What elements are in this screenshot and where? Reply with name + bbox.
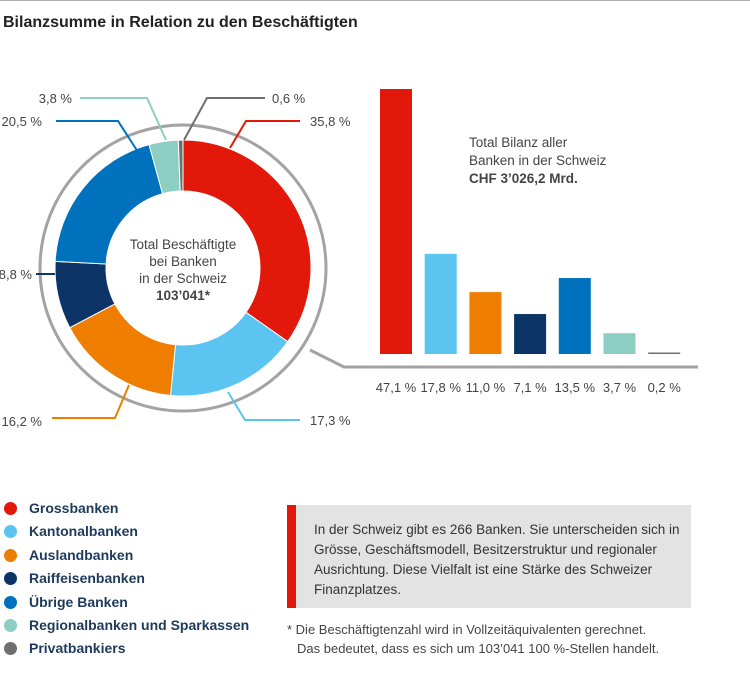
legend-swatch-icon (4, 572, 17, 586)
legend-swatch-icon (4, 525, 17, 539)
legend-swatch-icon (4, 595, 17, 609)
legend-swatch-icon (4, 502, 17, 515)
bar-value-label-7: 0,2 % (648, 380, 682, 395)
bar-value-label-3: 11,0 % (466, 380, 506, 395)
bar-annotation-line-2: Banken in der Schweiz (469, 153, 607, 168)
bar-5 (558, 278, 591, 354)
legend-swatch-icon (4, 642, 17, 656)
info-box-accent (287, 505, 296, 608)
donut-center-label-1: Total Beschäftigte (130, 237, 237, 252)
bar-1 (380, 89, 412, 354)
info-box: In der Schweiz gibt es 266 Banken. Sie u… (287, 505, 691, 608)
footnote-line-1: * Die Beschäftigtenzahl wird in Vollzeit… (287, 622, 647, 637)
legend-label: Übrige Banken (29, 593, 128, 610)
footnote-line-2: Das bedeutet, dass es sich um 103’041 10… (297, 641, 660, 656)
donut-value-label-2: 17,3 % (310, 413, 351, 428)
donut-outer-ring (38, 123, 328, 413)
leader-line-6 (80, 97, 167, 141)
donut-center-label-2: bei Banken (149, 254, 217, 269)
donut-center-label-4: 103’041* (156, 288, 211, 303)
bar-value-label-2: 17,8 % (420, 380, 461, 395)
bar-value-label-5: 13,5 % (555, 380, 596, 395)
donut-chart: 35,8 % 17,3 % 16,2 % 8,8 % 20,5 % 3,8 % 0,6 % T… (0, 91, 698, 429)
bar-6 (603, 333, 636, 354)
leader-line-1 (229, 120, 300, 149)
leader-line-7 (183, 97, 265, 141)
bar-3 (469, 292, 502, 354)
donut-value-label-6: 3,8 % (39, 91, 73, 106)
donut-slice-1 (182, 139, 312, 343)
info-text: In der Schweiz gibt es 266 Banken. Sie u… (314, 522, 680, 597)
donut-value-label-4: 8,8 % (0, 267, 32, 282)
donut-slice-7 (177, 139, 184, 192)
bar-7 (648, 352, 681, 354)
legend-swatch-icon (4, 618, 17, 632)
top-divider (0, 0, 750, 1)
legend-label: Kantonalbanken (29, 523, 138, 540)
donut-value-label-1: 35,8 % (310, 114, 351, 129)
leader-line-5 (56, 120, 139, 153)
legend-label: Auslandbanken (29, 546, 134, 563)
bar-annotation-line-1: Total Bilanz aller (469, 135, 568, 150)
bar-annotation-line-3: CHF 3’026,2 Mrd. (469, 171, 578, 186)
donut-value-label-7: 0,6 % (272, 91, 306, 106)
leader-line-2 (227, 391, 300, 421)
bar-value-label-4: 7,1 % (513, 380, 547, 395)
chart-title: Bilanzsumme in Relation zu den Beschäfti… (3, 14, 358, 31)
bar-chart: 47,1 % 17,8 % 11,0 % 7,1 % 13,5 % 3,7 % 0,2 % T… (376, 89, 682, 395)
legend-label: Raiffeisenbanken (29, 570, 145, 587)
donut-value-label-5: 20,5 % (2, 114, 43, 129)
legend-label: Regionalbanken und Sparkassen (29, 616, 250, 633)
donut-value-label-3: 16,2 % (2, 414, 43, 429)
legend-label: Grossbanken (29, 500, 119, 516)
bar-4 (514, 314, 547, 354)
bar-value-label-6: 3,7 % (603, 380, 637, 395)
chart-area: 35,8 % 17,3 % 16,2 % 8,8 % 20,5 % 3,8 % 0,6 % T… (0, 89, 698, 429)
connector-line (309, 348, 698, 369)
bar-value-label-1: 47,1 % (376, 380, 417, 395)
legend-label: Privatbankiers (29, 640, 126, 657)
leader-line-3 (52, 384, 130, 419)
donut-center-label-3: in der Schweiz (139, 271, 227, 286)
bar-2 (424, 253, 457, 354)
footnote: * Die Beschäftigtenzahl wird in Vollzeit… (287, 620, 727, 658)
legend-swatch-icon (4, 548, 17, 562)
